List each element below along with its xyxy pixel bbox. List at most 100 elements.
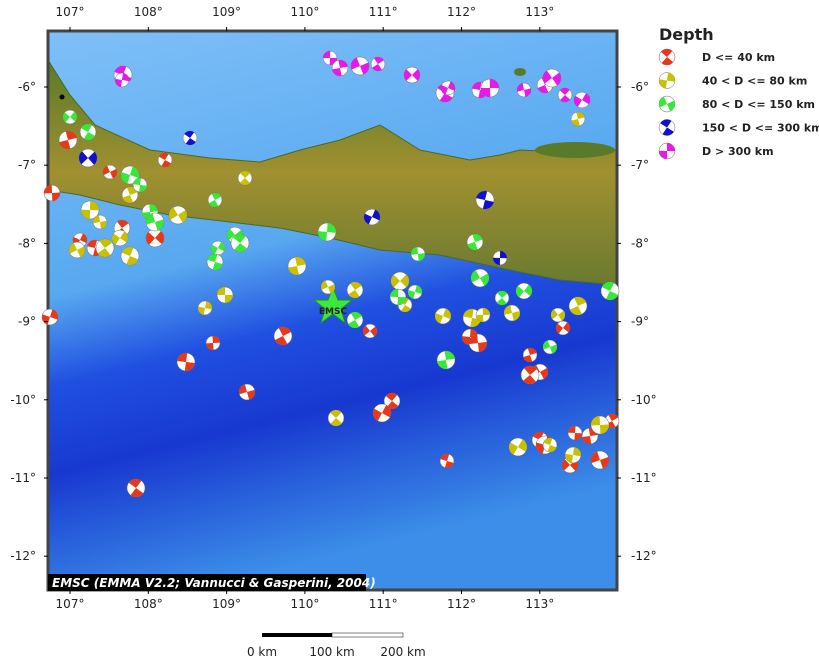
beachball-quadrant — [208, 193, 222, 207]
focal-mechanism — [331, 59, 349, 77]
focal-mechanism — [132, 177, 148, 193]
beachball-quadrant — [63, 111, 77, 123]
beachball-quadrant — [551, 309, 565, 321]
lon-label: 107° — [56, 5, 85, 19]
beachball-quadrant — [80, 123, 96, 140]
credit: EMSC (EMMA V2.2; Vannucci & Gasperini, 2… — [52, 576, 376, 590]
madura-island — [535, 142, 615, 158]
beachball-quadrant — [184, 131, 196, 145]
lon-label: 109° — [212, 5, 241, 19]
focal-mechanism — [370, 56, 386, 72]
focal-mechanism — [658, 72, 676, 89]
beachball-quadrant — [469, 334, 487, 352]
lon-label: 112° — [447, 5, 476, 19]
lat-label: -6° — [18, 80, 36, 94]
focal-mechanism — [439, 453, 455, 469]
scale-label: 0 km — [247, 645, 277, 659]
beachball-quadrant — [543, 70, 561, 86]
beachball-quadrant — [133, 178, 147, 192]
beachball-quadrant — [476, 308, 490, 323]
lat-label: -6° — [631, 80, 649, 94]
beachball-quadrant — [481, 79, 499, 97]
beachball-quadrant — [571, 111, 585, 126]
lat-label: -7° — [18, 158, 36, 172]
beachball-quadrant — [210, 241, 226, 255]
focal-mechanism — [410, 246, 426, 262]
lat-label: -11° — [10, 471, 36, 485]
beachball-quadrant — [559, 88, 571, 103]
lat-label: -8° — [631, 236, 649, 250]
beachball-quadrant — [523, 366, 537, 384]
focal-mechanism — [522, 347, 538, 363]
beachball-quadrant — [146, 213, 164, 231]
focal-mechanism — [205, 335, 221, 351]
focal-mechanism — [182, 130, 198, 146]
lon-label: 113° — [525, 5, 554, 19]
legend-label: D > 300 km — [702, 145, 774, 158]
scale-label: 100 km — [309, 645, 354, 659]
beachball-quadrant — [515, 284, 532, 298]
focal-mechanism — [407, 284, 423, 300]
beachball-quadrant — [660, 119, 674, 136]
beachball-quadrant — [461, 329, 478, 345]
focal-mechanism — [68, 241, 86, 259]
focal-mechanism — [58, 130, 78, 150]
focal-mechanism — [216, 286, 234, 304]
beachball-quadrant — [411, 247, 425, 261]
focal-mechanism — [145, 212, 165, 232]
lon-label: 111° — [369, 597, 398, 611]
credit-bg — [48, 574, 366, 591]
focal-mechanism — [41, 308, 59, 326]
beachball-quadrant — [601, 281, 619, 301]
scale-bar — [331, 632, 404, 638]
beachball-quadrant — [44, 185, 60, 201]
beachball-quadrant — [385, 393, 399, 410]
beachball-quadrant — [476, 191, 494, 209]
focal-mechanism — [322, 50, 338, 66]
beachball-quadrant — [274, 327, 292, 345]
legend-label: 150 < D <= 300 km — [702, 122, 819, 135]
focal-mechanism — [503, 304, 521, 322]
lon-label: 109° — [212, 597, 241, 611]
beachball-quadrant — [435, 308, 451, 324]
beachball-quadrant — [323, 51, 337, 65]
focal-mechanism — [658, 95, 676, 113]
focal-mechanism — [564, 446, 582, 464]
focal-mechanism — [550, 307, 566, 323]
lon-label: 111° — [369, 5, 398, 19]
focal-mechanism — [350, 56, 370, 76]
beachball-quadrant — [92, 215, 107, 229]
focal-mechanism — [573, 91, 591, 109]
focal-mechanism — [466, 233, 484, 251]
beachball-quadrant — [523, 347, 537, 363]
focal-mechanism — [658, 48, 676, 66]
lat-label: -12° — [10, 549, 36, 563]
focal-mechanism — [542, 68, 562, 88]
focal-mechanism — [570, 111, 586, 127]
focal-mechanism — [492, 250, 508, 266]
beachball-quadrant — [504, 305, 520, 321]
focal-mechanism — [363, 208, 381, 226]
beachball-quadrant — [239, 171, 251, 185]
beachball-quadrant — [320, 280, 335, 294]
focal-mechanism — [542, 437, 558, 453]
beachball-quadrant — [659, 143, 675, 160]
focal-mechanism — [658, 142, 676, 160]
lat-label: -9° — [18, 315, 36, 329]
beachball-quadrant — [404, 69, 421, 81]
focal-mechanism — [600, 281, 620, 301]
beachball-quadrant — [81, 201, 99, 219]
beachball-quadrant — [373, 405, 391, 421]
lon-label: 110° — [290, 597, 319, 611]
focal-mechanism — [287, 256, 307, 276]
legend-label: 80 < D <= 150 km — [702, 98, 815, 111]
lon-label: 108° — [134, 5, 163, 19]
focal-mechanism — [346, 311, 364, 329]
focal-mechanism — [520, 365, 540, 385]
beachball-quadrant — [330, 410, 342, 426]
focal-mechanism — [515, 282, 533, 300]
beachball-quadrant — [348, 312, 362, 329]
beachball-quadrant — [363, 325, 377, 337]
focal-mechanism — [555, 320, 571, 336]
